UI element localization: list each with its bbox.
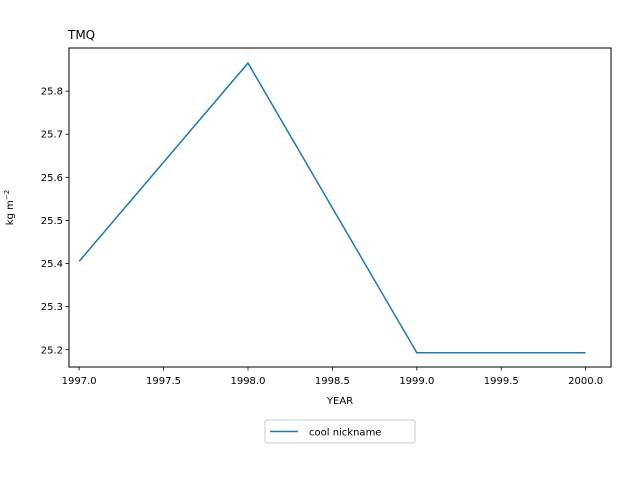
y-axis-label: kg m−2 [3,190,16,225]
x-tick-label: 2000.0 [568,376,603,387]
y-tick-label: 25.5 [41,216,63,227]
chart-title: TMQ [67,28,95,42]
x-axis: 1997.0 1997.5 1998.0 1998.5 1999.0 1999.5 2000… [62,367,603,387]
legend-box [264,419,416,444]
series-line-cool-nickname [78,61,586,354]
y-tick-label: 25.6 [41,173,63,184]
y-axis-label-exponent: −2 [3,190,11,200]
x-tick-label: 1998.0 [230,376,265,387]
legend-label-cool-nickname: cool nickname [309,428,381,439]
y-tick-label: 25.4 [41,259,63,270]
plot-area [68,47,612,368]
y-tick-label: 25.7 [41,130,63,141]
x-tick-label: 1997.0 [62,376,97,387]
x-tick-label: 1999.0 [399,376,434,387]
x-tick-label: 1998.5 [315,376,350,387]
x-axis-label: YEAR [326,396,353,407]
y-tick-label: 25.2 [41,345,63,356]
y-axis-label-text: kg m [5,200,16,225]
y-tick-label: 25.3 [41,302,63,313]
x-tick-label: 1997.5 [146,376,181,387]
legend: cool nickname [264,419,416,444]
x-tick-label: 1999.5 [484,376,519,387]
y-tick-label: 25.8 [41,87,63,98]
y-axis: 25.2 25.3 25.4 25.5 25.6 25.7 25.8 [41,87,69,356]
